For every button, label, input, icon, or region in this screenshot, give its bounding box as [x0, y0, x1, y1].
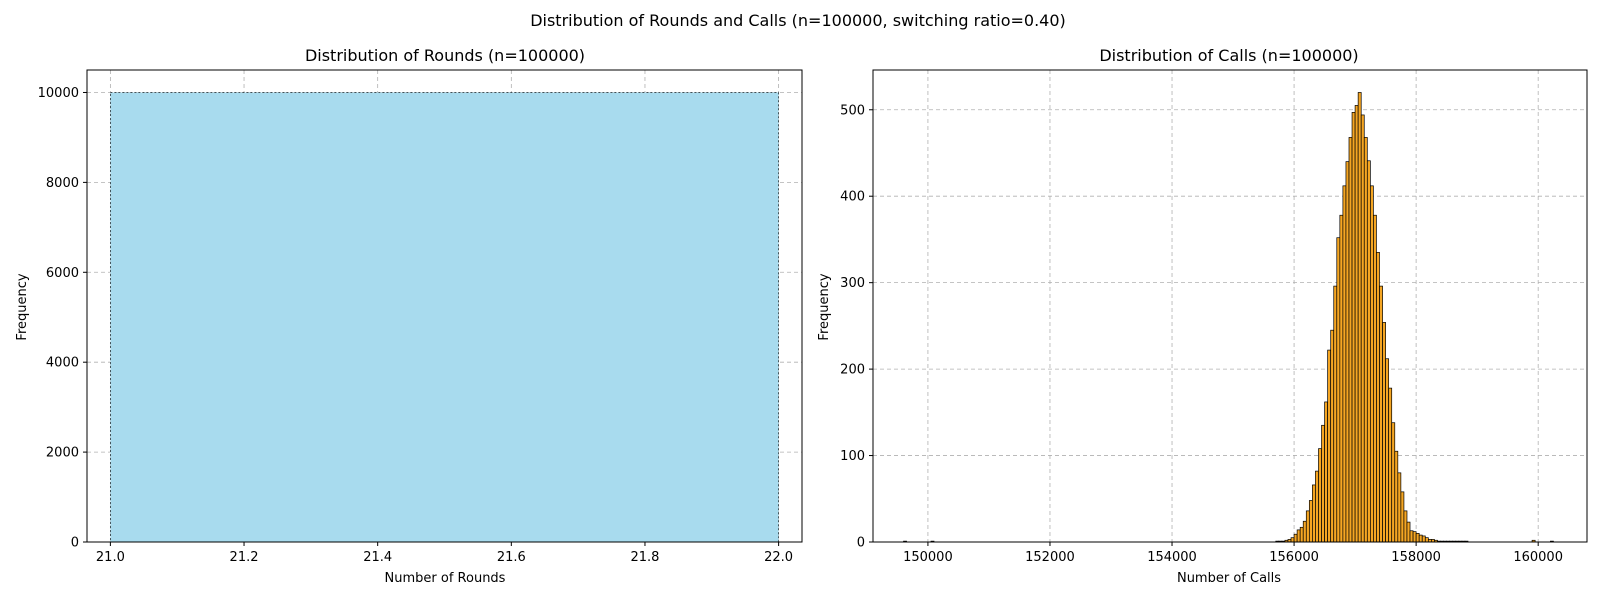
calls-y-tick-label: 100	[840, 449, 865, 464]
calls-histogram-bar	[1324, 401, 1328, 543]
calls-y-tick-label: 300	[840, 276, 865, 291]
calls-histogram-bar	[1302, 520, 1307, 543]
calls-histogram-bar	[1290, 537, 1295, 543]
calls-histogram-bar	[1366, 160, 1371, 543]
calls-histogram-bar	[1391, 422, 1396, 543]
calls-x-tick-label: 154000	[1147, 550, 1197, 565]
calls-y-axis-label: Frequency	[817, 273, 832, 340]
calls-y-tick-label: 0	[857, 536, 865, 551]
calls-histogram-bar	[1412, 531, 1417, 543]
rounds-x-tick-label: 22.0	[764, 550, 793, 565]
rounds-y-tick-label: 2000	[46, 446, 79, 461]
calls-histogram-bar	[1327, 349, 1332, 543]
calls-histogram-bar	[1379, 285, 1383, 543]
calls-histogram-bar	[1308, 500, 1313, 543]
calls-x-tick-label: 152000	[1025, 550, 1075, 565]
rounds-y-tick-label: 6000	[46, 266, 79, 281]
calls-histogram-bar	[1363, 137, 1368, 543]
calls-histogram-bar	[1385, 358, 1390, 543]
calls-histogram-bar	[1406, 521, 1411, 543]
rounds-y-axis-label: Frequency	[15, 273, 30, 340]
calls-histogram-bar	[1354, 105, 1359, 543]
calls-chart-title: Distribution of Calls (n=100000)	[1099, 46, 1358, 65]
figure-suptitle: Distribution of Rounds and Calls (n=1000…	[530, 11, 1066, 30]
rounds-y-tick-label: 0	[71, 536, 79, 551]
calls-x-tick-label: 158000	[1391, 550, 1441, 565]
calls-histogram-bar	[1382, 322, 1386, 543]
rounds-x-tick-label: 21.8	[630, 550, 659, 565]
calls-histogram-bar	[1315, 470, 1319, 543]
calls-histogram-bar	[1421, 535, 1426, 543]
calls-histogram-bar	[1424, 537, 1429, 543]
calls-x-tick-label: 150000	[903, 550, 953, 565]
calls-histogram-bar	[1330, 329, 1335, 543]
calls-histogram-bar	[1318, 448, 1322, 543]
calls-histogram: Distribution of Calls (n=100000) Number …	[817, 46, 1588, 586]
calls-histogram-bar	[1336, 237, 1341, 543]
calls-histogram-bar	[1348, 137, 1353, 543]
rounds-histogram-bar	[110, 92, 779, 543]
rounds-x-axis-label: Number of Rounds	[385, 571, 506, 586]
rounds-x-tick-label: 21.2	[230, 550, 259, 565]
calls-y-tick-label: 200	[840, 363, 865, 378]
calls-y-tick-label: 500	[840, 103, 865, 118]
calls-x-tick-label: 156000	[1269, 550, 1319, 565]
calls-histogram-bar	[1376, 252, 1380, 543]
calls-x-tick-label: 160000	[1513, 550, 1563, 565]
rounds-x-tick-label: 21.0	[96, 550, 125, 565]
calls-histogram-bar	[1333, 285, 1338, 543]
calls-histogram-bar	[1409, 530, 1414, 543]
calls-y-tick-label: 400	[840, 190, 865, 205]
calls-histogram-bar	[1388, 387, 1393, 543]
calls-histogram-bar	[1397, 472, 1402, 543]
calls-histogram-bar	[1357, 92, 1362, 543]
calls-histogram-bar	[1400, 491, 1405, 543]
calls-histogram-bar	[1373, 214, 1377, 543]
rounds-axes-frame	[86, 69, 803, 543]
calls-x-axis-label: Number of Calls	[1177, 571, 1281, 586]
calls-histogram-bar	[1299, 526, 1304, 543]
calls-histogram-bar	[1305, 510, 1310, 543]
calls-histogram-bar	[1360, 114, 1365, 543]
calls-histogram-bar	[1418, 534, 1423, 543]
calls-histogram-bar	[1293, 533, 1298, 543]
calls-histogram-bar	[1345, 161, 1350, 543]
calls-histogram-bar	[1321, 424, 1325, 543]
rounds-y-tick-label: 8000	[46, 176, 79, 191]
calls-histogram-bar	[1342, 185, 1347, 543]
calls-histogram-bar	[1370, 185, 1374, 543]
calls-histogram-bar	[1415, 533, 1420, 543]
rounds-x-tick-label: 21.6	[497, 550, 526, 565]
calls-histogram-bar	[1296, 529, 1301, 543]
calls-axes-frame	[872, 69, 1588, 543]
calls-histogram-bar	[1351, 112, 1356, 543]
calls-histogram-bar	[1403, 510, 1408, 543]
rounds-chart-title: Distribution of Rounds (n=100000)	[305, 46, 585, 65]
calls-histogram-bar	[1312, 484, 1316, 543]
calls-histogram-bar	[1339, 214, 1344, 543]
rounds-y-tick-label: 10000	[38, 86, 79, 101]
rounds-x-tick-label: 21.4	[363, 550, 392, 565]
rounds-histogram: Distribution of Rounds (n=100000) Number…	[15, 46, 803, 586]
calls-histogram-bar	[1394, 450, 1399, 543]
rounds-y-tick-label: 4000	[46, 356, 79, 371]
